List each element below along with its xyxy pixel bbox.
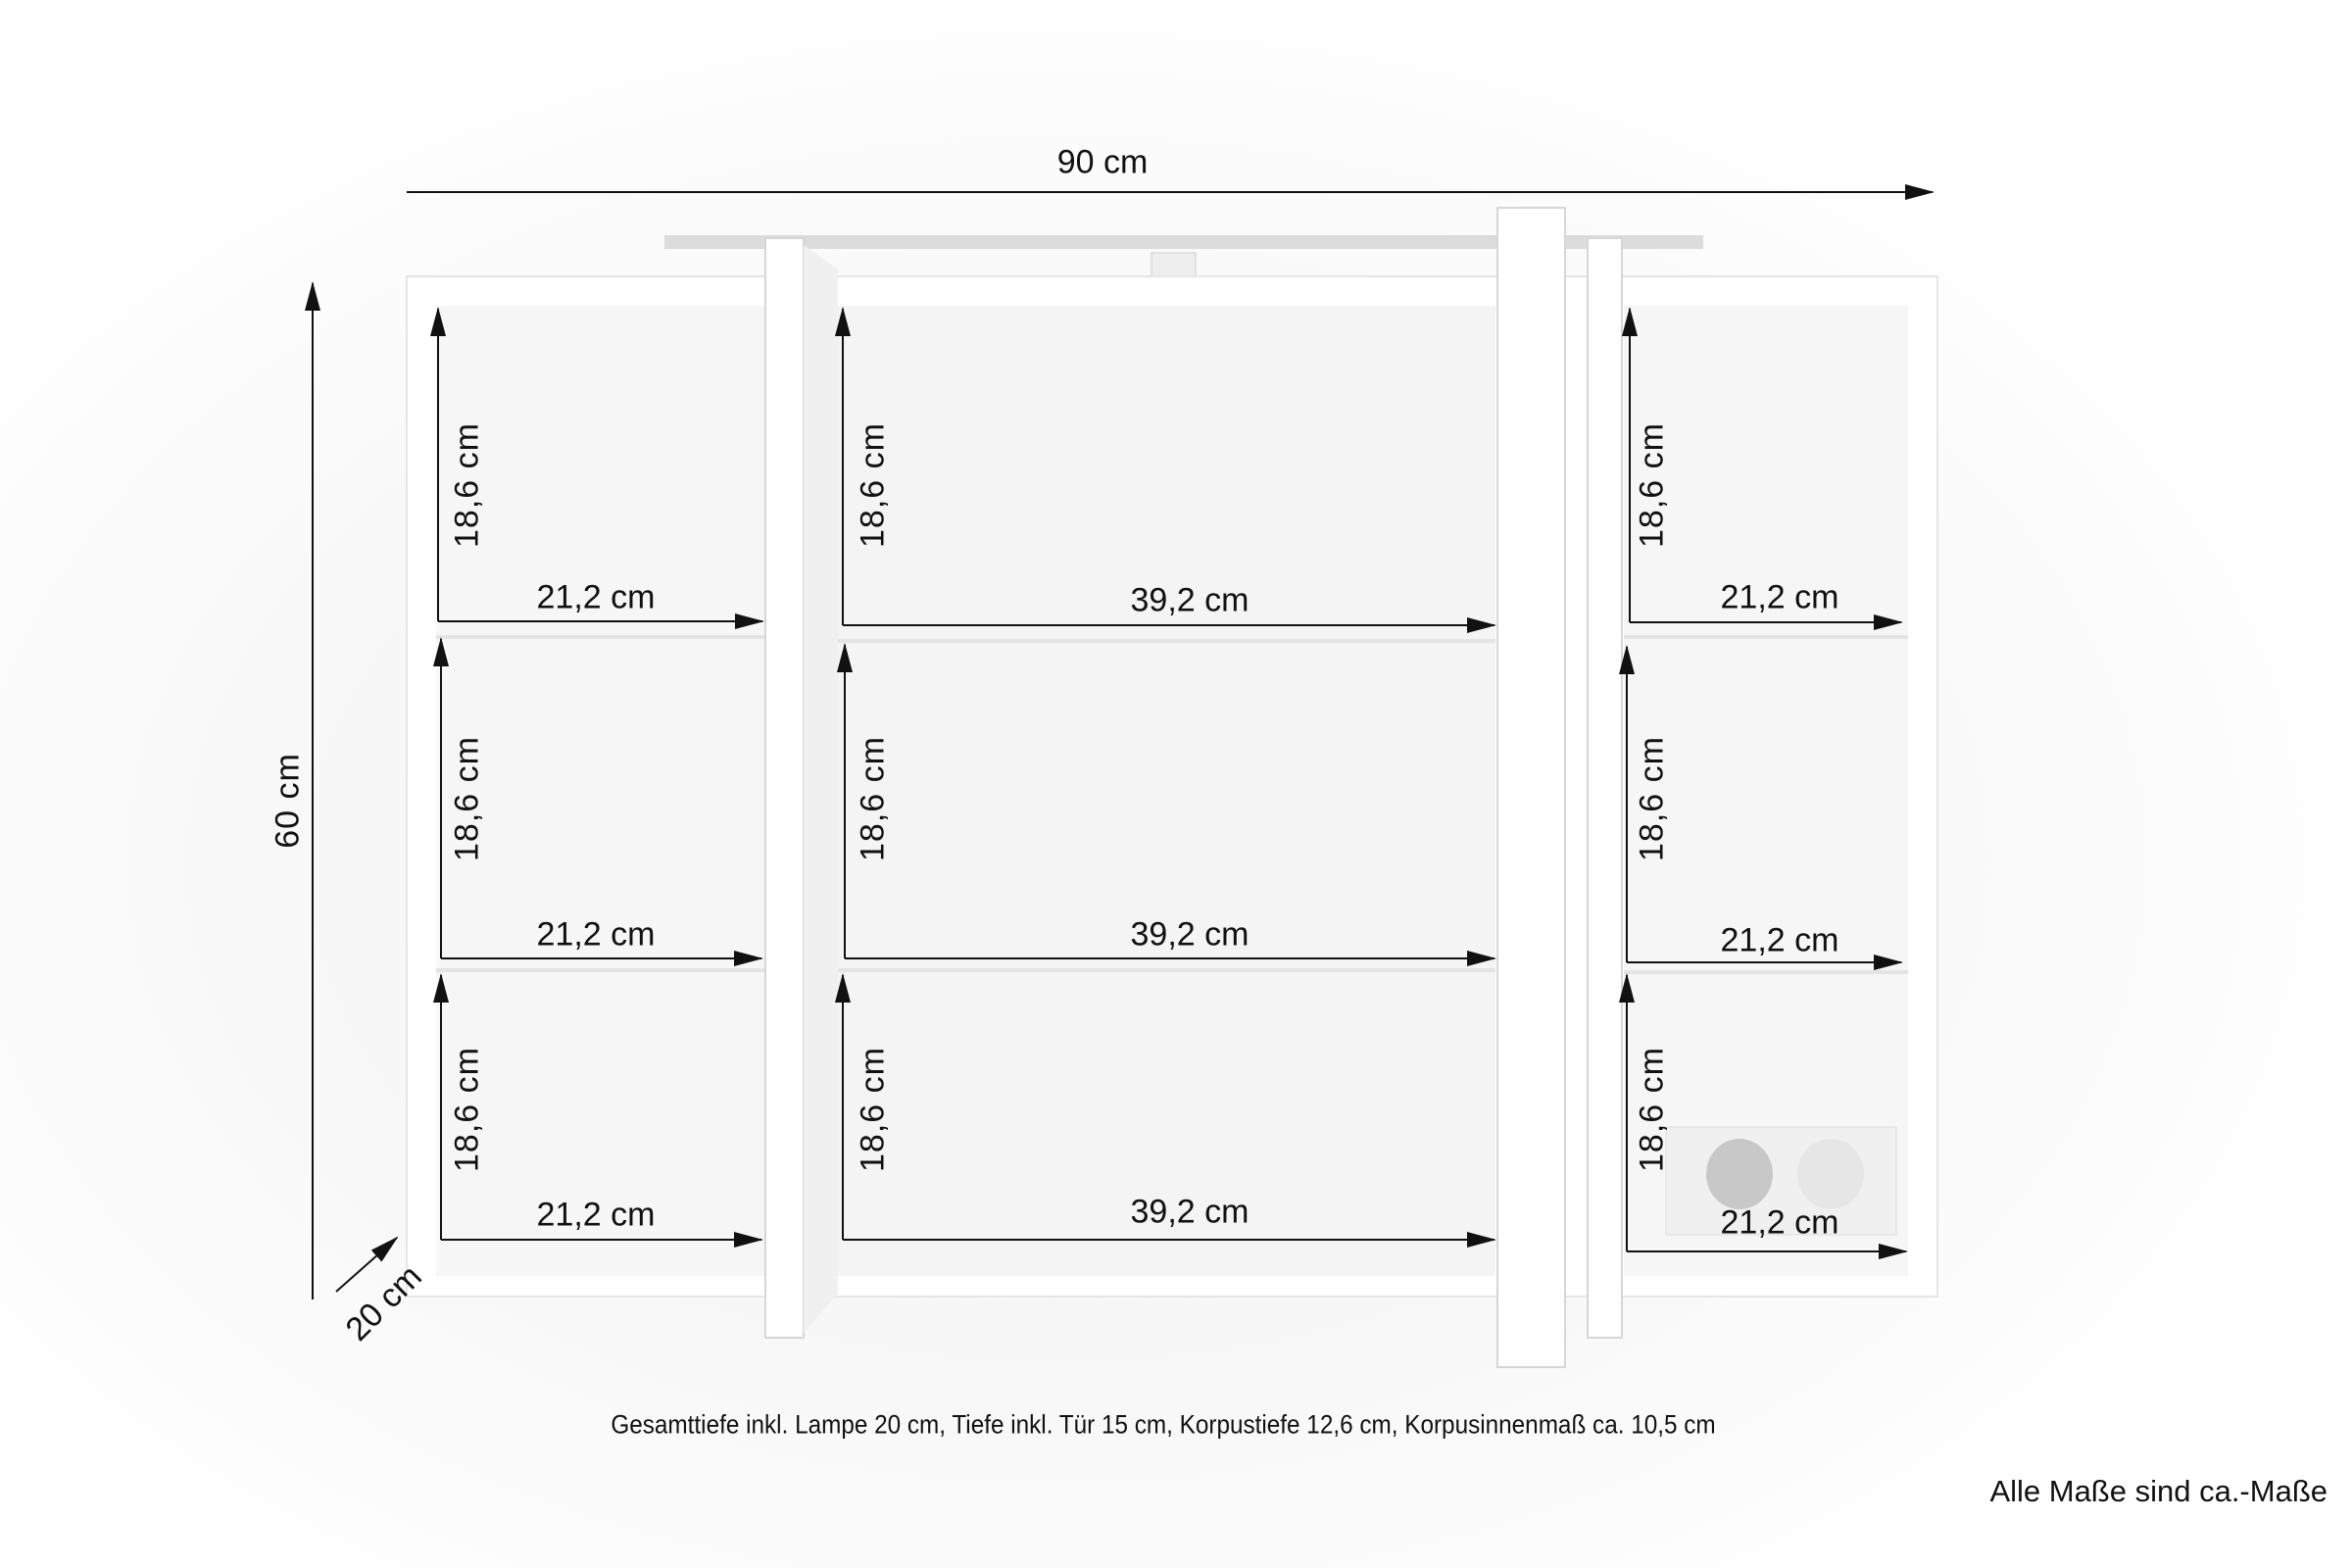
socket-hole-icon xyxy=(1706,1139,1773,1209)
compartment-width-label: 21,2 cm xyxy=(536,1196,656,1234)
overall-height-label: 60 cm xyxy=(269,753,307,849)
compartment-width-label: 21,2 cm xyxy=(536,578,656,616)
compartment-height-label: 18,6 cm xyxy=(1633,736,1671,861)
door-left xyxy=(764,237,805,1339)
compartment-height-label: 18,6 cm xyxy=(854,422,892,548)
compartment-height-label: 18,6 cm xyxy=(448,1047,486,1172)
compartment-width-label: 21,2 cm xyxy=(536,915,656,954)
compartment-center xyxy=(833,306,1495,1276)
socket-hole-icon xyxy=(1797,1139,1864,1209)
depth-note: Gesamttiefe inkl. Lampe 20 cm, Tiefe ink… xyxy=(611,1409,1716,1440)
compartment-width-label: 21,2 cm xyxy=(1720,921,1839,959)
compartment-right xyxy=(1624,306,1908,1276)
compartment-height-label: 18,6 cm xyxy=(1633,1047,1671,1172)
lamp-mount xyxy=(1151,252,1197,277)
compartment-width-label: 39,2 cm xyxy=(1130,915,1250,954)
door-center-right xyxy=(1496,207,1566,1368)
lamp-bar xyxy=(664,235,1703,249)
compartment-width-label: 21,2 cm xyxy=(1720,1203,1839,1242)
door-right xyxy=(1587,237,1623,1339)
compartment-width-label: 21,2 cm xyxy=(1720,578,1839,616)
disclaimer: Alle Maße sind ca.-Maße xyxy=(1989,1474,2328,1508)
depth-arrow xyxy=(335,1236,399,1293)
compartment-height-label: 18,6 cm xyxy=(448,422,486,548)
compartment-height-label: 18,6 cm xyxy=(854,1047,892,1172)
compartment-height-label: 18,6 cm xyxy=(854,736,892,861)
compartment-height-label: 18,6 cm xyxy=(1633,422,1671,548)
overall-width-label: 90 cm xyxy=(1056,143,1149,181)
compartment-width-label: 39,2 cm xyxy=(1130,581,1250,619)
compartment-width-label: 39,2 cm xyxy=(1130,1193,1250,1231)
compartment-height-label: 18,6 cm xyxy=(448,736,486,861)
compartment-left xyxy=(436,306,764,1276)
door-left-edge xyxy=(804,245,838,1333)
shelves xyxy=(436,635,1908,974)
